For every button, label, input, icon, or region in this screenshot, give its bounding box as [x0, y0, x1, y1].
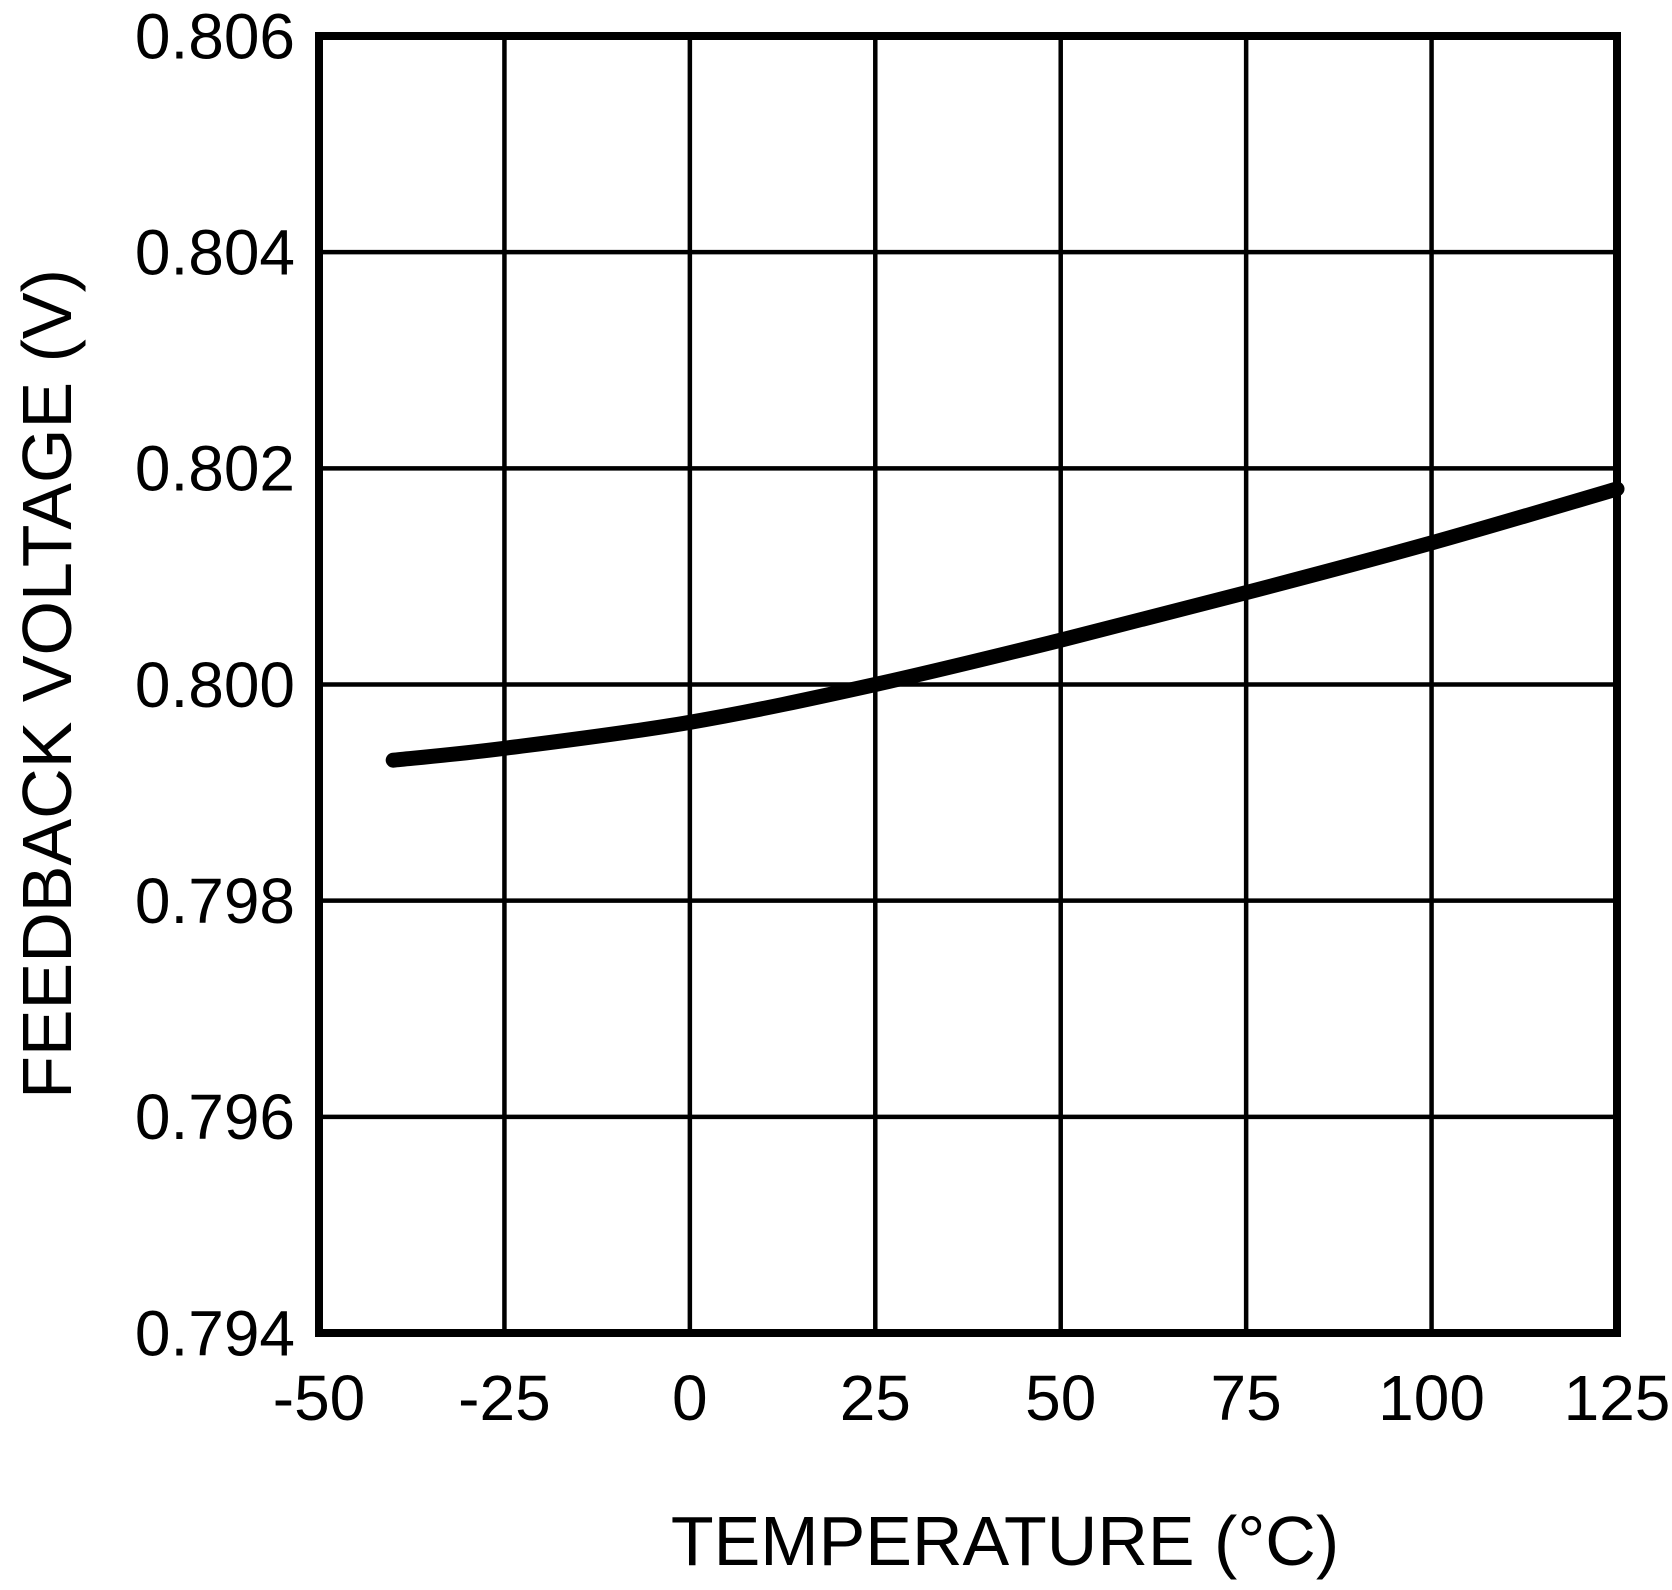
x-axis-title: TEMPERATURE (°C) — [670, 1502, 1340, 1580]
x-tick-label: -25 — [458, 1362, 551, 1434]
y-tick-label: 0.800 — [135, 649, 295, 721]
y-tick-labels: 0.794 0.796 0.798 0.800 0.802 0.804 0.806 — [135, 0, 295, 1369]
plot-border — [315, 32, 1621, 1337]
y-tick-label: 0.802 — [135, 433, 295, 505]
x-tick-label: 125 — [1564, 1362, 1671, 1434]
x-tick-label: 25 — [840, 1362, 911, 1434]
y-axis-title: FEEDBACK VOLTAGE (V) — [8, 269, 86, 1099]
series-line — [385, 481, 1625, 768]
y-tick-label: 0.796 — [135, 1081, 295, 1153]
x-tick-label: -50 — [273, 1362, 366, 1434]
x-tick-label: 75 — [1211, 1362, 1282, 1434]
gridlines — [316, 33, 1620, 1336]
y-tick-label: 0.794 — [135, 1297, 295, 1369]
y-tick-label: 0.806 — [135, 0, 295, 72]
x-tick-label: 0 — [672, 1362, 708, 1434]
x-tick-label: 100 — [1378, 1362, 1485, 1434]
y-tick-label: 0.798 — [135, 865, 295, 937]
plot-frame — [315, 32, 1621, 1337]
y-tick-label: 0.804 — [135, 217, 295, 289]
x-tick-label: 50 — [1025, 1362, 1096, 1434]
x-tick-labels: -50 -25 0 25 50 75 100 125 — [273, 1362, 1671, 1434]
data-series — [385, 481, 1625, 768]
